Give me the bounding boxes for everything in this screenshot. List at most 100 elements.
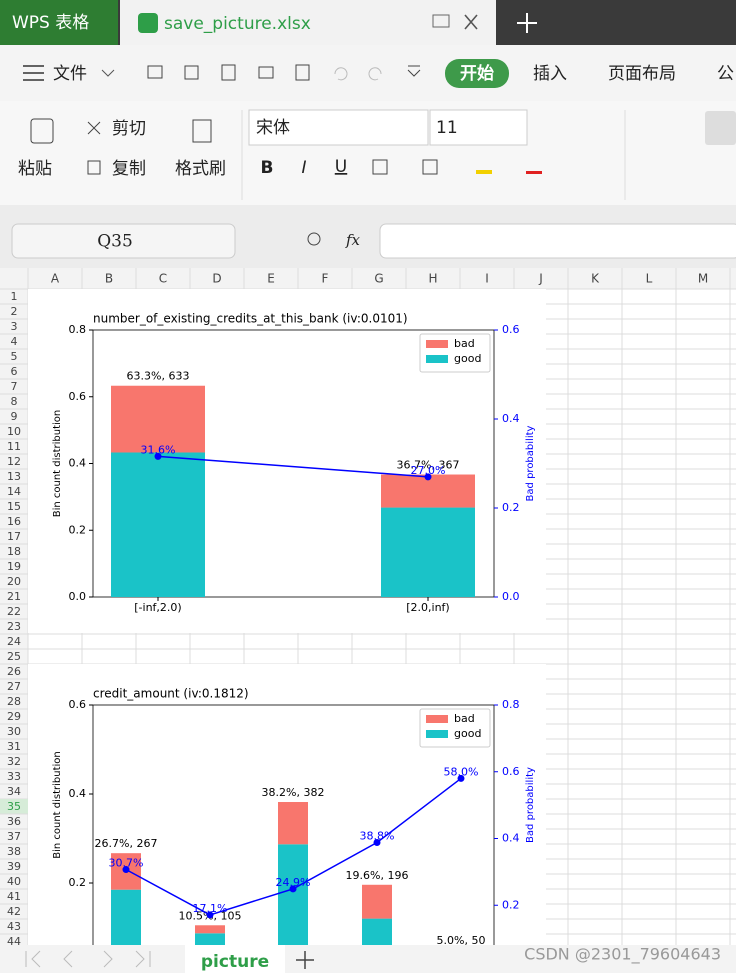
border-button[interactable]: [372, 159, 388, 175]
app-tab-label: WPS 表格: [12, 13, 89, 33]
cut-label[interactable]: 剪切: [112, 119, 146, 139]
line-point: [154, 452, 162, 460]
row-header: [0, 289, 28, 945]
row-label: 29: [7, 710, 21, 723]
row-label: 11: [7, 440, 21, 453]
paste-label[interactable]: 粘贴: [18, 159, 52, 179]
font-box[interactable]: [248, 109, 429, 146]
formula-input[interactable]: [379, 223, 736, 259]
add-sheet[interactable]: [296, 951, 314, 969]
y-tick-label: 0.4: [69, 787, 87, 800]
italic-button[interactable]: I: [301, 158, 306, 178]
row-label: 22: [7, 605, 21, 618]
y-tick-label: 0.0: [69, 590, 87, 603]
save-icon[interactable]: [184, 65, 199, 80]
underline-button[interactable]: U: [335, 157, 347, 177]
y2-axis-label: Bad probability: [525, 425, 536, 501]
legend-swatch: [426, 355, 448, 363]
redo-icon[interactable]: [368, 67, 382, 81]
sheet-nav[interactable]: [25, 950, 151, 968]
row-label: 39: [7, 860, 21, 873]
menu-item[interactable]: 开始: [460, 63, 494, 84]
y2-tick-label: 0.2: [502, 898, 520, 911]
undo-icon[interactable]: [334, 67, 348, 81]
line-label: 58.0%: [444, 765, 479, 778]
legend-label: good: [454, 727, 481, 740]
row-label: 20: [7, 575, 21, 588]
fx-label[interactable]: fx: [345, 231, 361, 249]
bold-button[interactable]: B: [261, 158, 274, 178]
row-label: 2: [11, 305, 18, 318]
name-box-value: Q35: [97, 232, 133, 252]
format-painter-label[interactable]: 格式刷: [175, 159, 226, 179]
align-button[interactable]: [705, 111, 736, 145]
close-tab[interactable]: [464, 14, 478, 30]
window-icon[interactable]: [432, 14, 450, 28]
sheet-tab[interactable]: [185, 945, 285, 973]
bar-segment: [195, 925, 225, 934]
row-label: 25: [7, 650, 21, 663]
row-label: 7: [11, 380, 18, 393]
x-tick-label: [-inf,2.0): [134, 601, 181, 614]
bar-segment: [362, 884, 392, 919]
y-tick-label: 0.6: [69, 698, 87, 711]
bar-segment: [111, 452, 205, 597]
column-label: F: [322, 272, 329, 286]
style-button[interactable]: [422, 159, 438, 175]
y-tick-label: 0.8: [69, 323, 87, 336]
column-label: K: [591, 272, 600, 286]
preview-icon[interactable]: [295, 64, 310, 81]
open-icon[interactable]: [147, 65, 163, 79]
fill-button[interactable]: [476, 170, 492, 174]
line-label: 24.9%: [276, 876, 311, 889]
menu-file[interactable]: 文件: [53, 64, 87, 84]
line-label: 31.6%: [141, 443, 176, 456]
chevron[interactable]: [101, 69, 115, 77]
row-label: 12: [7, 455, 21, 468]
sheet-tab-label: picture: [201, 952, 269, 972]
print-icon[interactable]: [258, 66, 274, 79]
menu-bar: [0, 45, 736, 101]
row-label: 38: [7, 845, 21, 858]
y2-axis-label: Bad probability: [525, 767, 536, 843]
font-name: 宋体: [256, 118, 290, 138]
y-tick-label: 0.2: [69, 523, 87, 536]
zoom-icon[interactable]: [307, 232, 321, 246]
y2-tick-label: 0.4: [502, 832, 520, 845]
font-size: 11: [436, 118, 458, 138]
bad-probability-line: [157, 455, 429, 478]
line-point: [206, 911, 214, 919]
line-label: 30.7%: [109, 857, 144, 870]
line-point: [457, 774, 465, 782]
row-label: 27: [7, 680, 21, 693]
copy-label[interactable]: 复制: [112, 159, 146, 179]
menu-item[interactable]: 公: [717, 64, 734, 84]
menu-item[interactable]: 页面布局: [608, 64, 676, 84]
paste-icon[interactable]: [30, 118, 54, 144]
pdf-icon[interactable]: [221, 64, 236, 81]
cut-icon[interactable]: [87, 121, 101, 135]
row-label: 23: [7, 620, 21, 633]
format-painter-icon[interactable]: [192, 119, 212, 143]
new-tab[interactable]: [517, 13, 537, 33]
line-point: [424, 473, 432, 481]
menu-item[interactable]: 插入: [533, 64, 567, 84]
legend-label: bad: [454, 337, 475, 350]
app-tab[interactable]: [0, 0, 118, 45]
column-label: J: [538, 272, 543, 286]
more-icon[interactable]: [407, 65, 421, 77]
copy-icon[interactable]: [87, 160, 101, 175]
y2-tick-label: 0.6: [502, 765, 520, 778]
row-label: 40: [7, 875, 21, 888]
row-label: 41: [7, 890, 21, 903]
menu-icon[interactable]: [23, 65, 44, 81]
row-label: 13: [7, 470, 21, 483]
font-color-button[interactable]: [526, 171, 542, 174]
name-box[interactable]: [11, 223, 236, 259]
size-box[interactable]: [429, 109, 528, 146]
y-axis-label: Bin count distribution: [52, 410, 63, 518]
home-tab-pill[interactable]: [445, 59, 509, 88]
column-label: A: [51, 272, 60, 286]
column-label: C: [159, 272, 167, 286]
file-icon: [138, 13, 158, 33]
